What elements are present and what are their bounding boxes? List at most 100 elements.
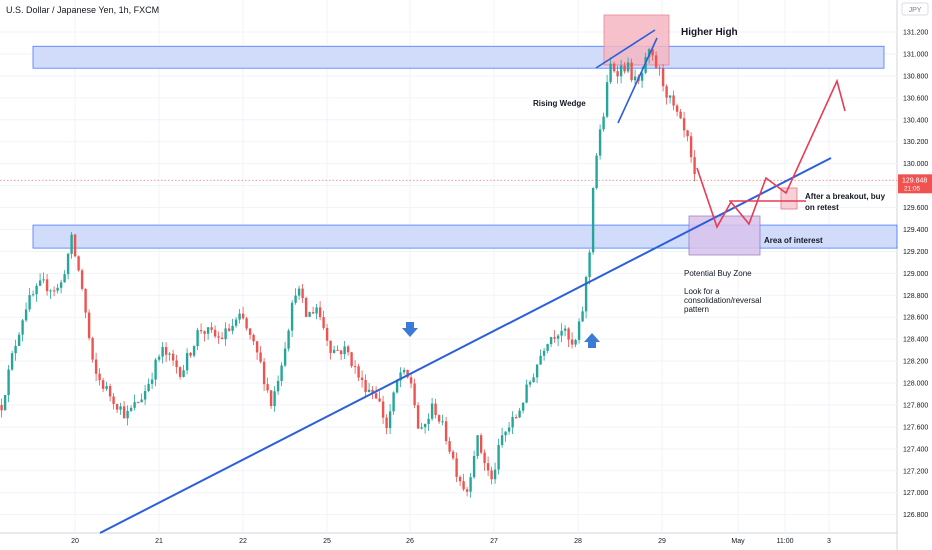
candle-body [682, 118, 686, 131]
wedge-upper-line [595, 29, 656, 69]
candle-body [343, 346, 346, 355]
x-tick-label: 22 [239, 538, 247, 545]
y-tick-label: 131.200 [903, 30, 928, 37]
candle-body [371, 389, 374, 394]
y-tick-label: 128.600 [903, 315, 928, 322]
candle-body [521, 402, 525, 411]
candle-body [511, 417, 514, 428]
annotations: Higher High Rising Wedge After a breakout,… [533, 27, 886, 314]
x-tick-label: 29 [658, 538, 666, 545]
candle-body [339, 350, 343, 355]
candle-body [45, 279, 49, 292]
candle-body [549, 337, 553, 345]
candle-body [595, 155, 598, 189]
candle-body [647, 49, 651, 58]
candle-body [584, 276, 588, 312]
candle-body [609, 63, 612, 83]
candle-body [21, 320, 24, 335]
candle-body [255, 341, 259, 353]
candle-body [427, 418, 430, 424]
candle-body [224, 328, 227, 340]
candle-body [126, 410, 129, 419]
candle-body [77, 256, 80, 271]
candle-body [42, 279, 45, 281]
candle-body [441, 421, 444, 423]
candle-body [318, 307, 322, 318]
candle-body [213, 329, 217, 337]
candle-body [175, 360, 178, 368]
candle-body [665, 86, 668, 98]
resistance-zone [32, 45, 885, 69]
y-tick-label: 130.200 [903, 139, 928, 146]
wedge-lower-line [617, 37, 658, 124]
candle-body [675, 105, 679, 112]
candle-body [56, 287, 59, 291]
currency-badge-label: JPY [909, 7, 922, 14]
y-tick-label: 128.200 [903, 359, 928, 366]
candle-body [122, 406, 126, 419]
zones [32, 14, 898, 256]
candle-body [532, 377, 535, 382]
candle-body [588, 252, 591, 277]
area-of-interest-label: Area of interest [764, 236, 823, 245]
currency-badge [901, 2, 929, 16]
candle-body [38, 280, 42, 286]
chart-title: U.S. Dollar / Japanese Yen, 1h, FXCM [6, 5, 160, 15]
x-tick-label: 27 [490, 538, 498, 545]
candle-body [518, 410, 521, 418]
candle-body [346, 346, 350, 353]
y-tick-label: 127.200 [903, 468, 928, 475]
candle-body [458, 476, 462, 482]
candle-body [7, 369, 10, 396]
candle-body [245, 318, 248, 329]
candle-body [577, 321, 581, 340]
candle-body [570, 339, 574, 345]
candle-body [616, 71, 619, 77]
up-arrow-icon [584, 333, 600, 348]
candle-body [280, 365, 283, 381]
candle-body [147, 383, 150, 392]
candle-body [119, 406, 122, 410]
candle-body [483, 452, 486, 464]
look-for-line1: Look for a [684, 287, 720, 296]
candle-body [10, 353, 14, 370]
x-tick-label: 11:00 [777, 538, 794, 545]
higher-high-label: Higher High [681, 27, 738, 38]
candle-body [556, 335, 560, 339]
y-tick-label: 130.600 [903, 95, 928, 102]
candle-body [679, 111, 682, 119]
candle-body [469, 477, 472, 492]
candle-body [455, 458, 458, 477]
candle-body [479, 435, 483, 453]
y-tick-label: 127.400 [903, 446, 928, 453]
candle-body [168, 353, 171, 355]
candle-body [24, 309, 28, 321]
candle-body [0, 404, 3, 411]
candle-body [105, 386, 108, 389]
candle-body [35, 285, 38, 295]
candle-body [17, 334, 21, 346]
y-tick-label: 129.200 [903, 249, 928, 256]
candle-body [336, 349, 339, 351]
rising-wedge-label: Rising Wedge [533, 99, 586, 108]
candle-body [672, 95, 675, 106]
y-tick-label: 129.000 [903, 271, 928, 278]
potential-buy-zone-label: Potential Buy Zone [684, 269, 752, 278]
look-for-line3: pattern [684, 305, 709, 314]
grid-lines [0, 0, 898, 550]
candle-body [63, 274, 66, 283]
candle-body [3, 395, 7, 411]
candle-body [234, 319, 238, 326]
candle-body [381, 401, 385, 418]
candle-body [269, 390, 273, 407]
candle-body [546, 344, 549, 351]
last-price-tag [898, 174, 932, 194]
candle-body [80, 270, 84, 289]
candle-body [437, 415, 441, 422]
candle-body [308, 312, 311, 317]
candle-body [406, 369, 409, 378]
candle-body [367, 389, 371, 393]
candle-body [581, 311, 584, 322]
candle-body [199, 330, 203, 332]
